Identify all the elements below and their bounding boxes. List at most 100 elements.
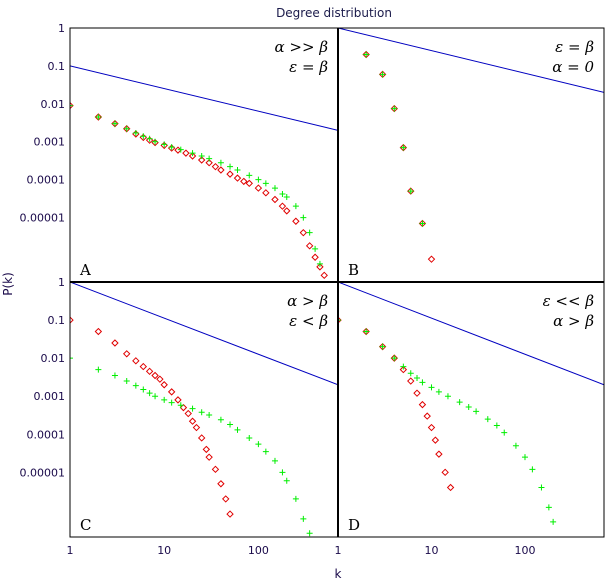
data-point-diamond	[390, 104, 398, 113]
data-point-plus	[283, 477, 290, 484]
data-point-diamond	[233, 174, 242, 182]
plot-area-A	[70, 65, 338, 280]
data-point-diamond	[423, 412, 431, 420]
data-point-plus	[521, 454, 528, 461]
data-point-diamond	[292, 217, 300, 225]
y-tick-label: 0.01	[41, 98, 66, 111]
x-tick-label: 100	[248, 544, 269, 557]
data-point-diamond	[299, 228, 308, 237]
data-point-diamond	[378, 70, 387, 79]
data-point-plus	[227, 163, 234, 170]
data-point-plus	[255, 176, 262, 183]
data-point-diamond	[320, 271, 328, 280]
data-point-diamond	[431, 436, 440, 444]
data-point-plus	[529, 466, 536, 473]
data-point-plus	[70, 102, 73, 109]
data-point-diamond	[418, 400, 427, 409]
data-point-diamond	[132, 357, 140, 365]
data-point-diamond	[188, 417, 197, 425]
data-point-plus	[161, 396, 168, 403]
data-point-plus	[550, 518, 557, 525]
data-point-diamond	[123, 350, 131, 358]
data-point-diamond	[399, 365, 408, 374]
panel-letter: D	[348, 516, 360, 534]
data-point-plus	[234, 166, 241, 173]
data-point-plus	[255, 441, 262, 448]
data-point-diamond	[283, 207, 291, 215]
outer-frame	[69, 27, 605, 538]
data-point-diamond	[435, 450, 443, 458]
data-point-plus	[152, 138, 159, 145]
data-point-plus	[501, 429, 508, 436]
data-point-plus	[132, 382, 139, 389]
data-point-diamond	[205, 159, 213, 167]
data-point-plus	[227, 421, 234, 428]
data-point-diamond	[245, 179, 253, 188]
data-point-plus	[435, 388, 442, 395]
data-point-plus	[217, 416, 224, 423]
panel-annotation: α = 0	[552, 58, 594, 76]
data-point-plus	[419, 220, 426, 227]
data-point-diamond	[111, 339, 119, 347]
data-point-diamond	[174, 146, 182, 154]
x-tick-label: 1	[67, 544, 74, 557]
data-point-diamond	[338, 316, 342, 324]
data-point-diamond	[151, 371, 159, 380]
data-point-plus	[152, 393, 159, 400]
data-point-diamond	[94, 327, 103, 336]
data-point-plus	[146, 135, 153, 142]
data-point-diamond	[311, 253, 319, 261]
data-point-plus	[146, 390, 153, 397]
data-point-plus	[306, 229, 313, 236]
data-point-diamond	[202, 445, 211, 454]
data-point-diamond	[418, 219, 427, 228]
x-tick-label: 10	[157, 544, 171, 557]
data-point-diamond	[316, 263, 324, 271]
data-point-diamond	[217, 166, 225, 174]
panel-annotation: α >> β	[275, 38, 329, 56]
data-point-plus	[292, 203, 299, 210]
data-point-plus	[198, 153, 205, 160]
data-point-plus	[70, 355, 73, 362]
data-point-diamond	[205, 453, 213, 461]
data-point-diamond	[197, 156, 206, 164]
data-point-plus	[271, 457, 278, 464]
plot-area-C	[70, 282, 338, 537]
data-point-diamond	[197, 434, 206, 442]
data-point-plus	[262, 448, 269, 455]
data-point-plus	[419, 379, 426, 386]
data-point-diamond	[427, 423, 436, 432]
data-point-plus	[379, 343, 386, 350]
data-point-diamond	[262, 189, 270, 197]
data-point-plus	[177, 402, 184, 409]
data-point-diamond	[145, 367, 154, 376]
data-point-plus	[379, 71, 386, 78]
reference-line	[70, 65, 338, 131]
data-point-plus	[132, 130, 139, 137]
data-point-plus	[206, 155, 213, 162]
reference-line	[338, 282, 604, 386]
panel-letter: A	[79, 261, 91, 279]
y-tick-label: 0.0001	[27, 428, 66, 441]
data-point-plus	[95, 366, 102, 373]
data-point-plus	[414, 375, 421, 382]
data-point-plus	[312, 245, 319, 252]
x-axis-label: k	[335, 567, 342, 581]
data-point-plus	[123, 125, 130, 132]
panel-annotation: ε = β	[289, 58, 328, 76]
data-point-diamond	[226, 510, 234, 518]
data-point-plus	[444, 393, 451, 400]
data-point-plus	[512, 442, 519, 449]
data-point-plus	[456, 399, 463, 406]
data-point-plus	[161, 141, 168, 148]
data-point-diamond	[70, 101, 74, 110]
data-point-plus	[484, 416, 491, 423]
data-point-plus	[168, 399, 175, 406]
data-point-plus	[168, 144, 175, 151]
data-point-plus	[316, 260, 323, 267]
data-point-diamond	[160, 381, 168, 389]
panel-A: 1 0.1 0.01 0.001 0.0001 0.00001 Aα >> β ε = β	[20, 22, 338, 280]
data-point-plus	[407, 188, 414, 195]
panel-letter: C	[80, 516, 91, 534]
